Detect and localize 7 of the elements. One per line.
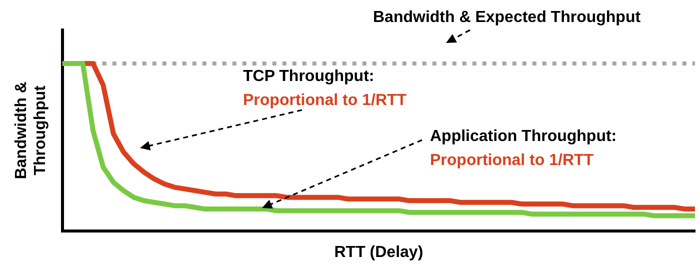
annotation: Proportional to 1/RTT [243,92,407,110]
x-axis-title: RTT (Delay) [334,244,424,261]
annotation: Proportional to 1/RTT [430,152,594,170]
text: Bandwidth & Expected Throughput [373,9,641,27]
annotation: TCP Throughput: [243,68,374,86]
y-axis-title: Bandwidth & Throughput [13,81,50,180]
annotation: Application Throughput: [430,128,617,146]
